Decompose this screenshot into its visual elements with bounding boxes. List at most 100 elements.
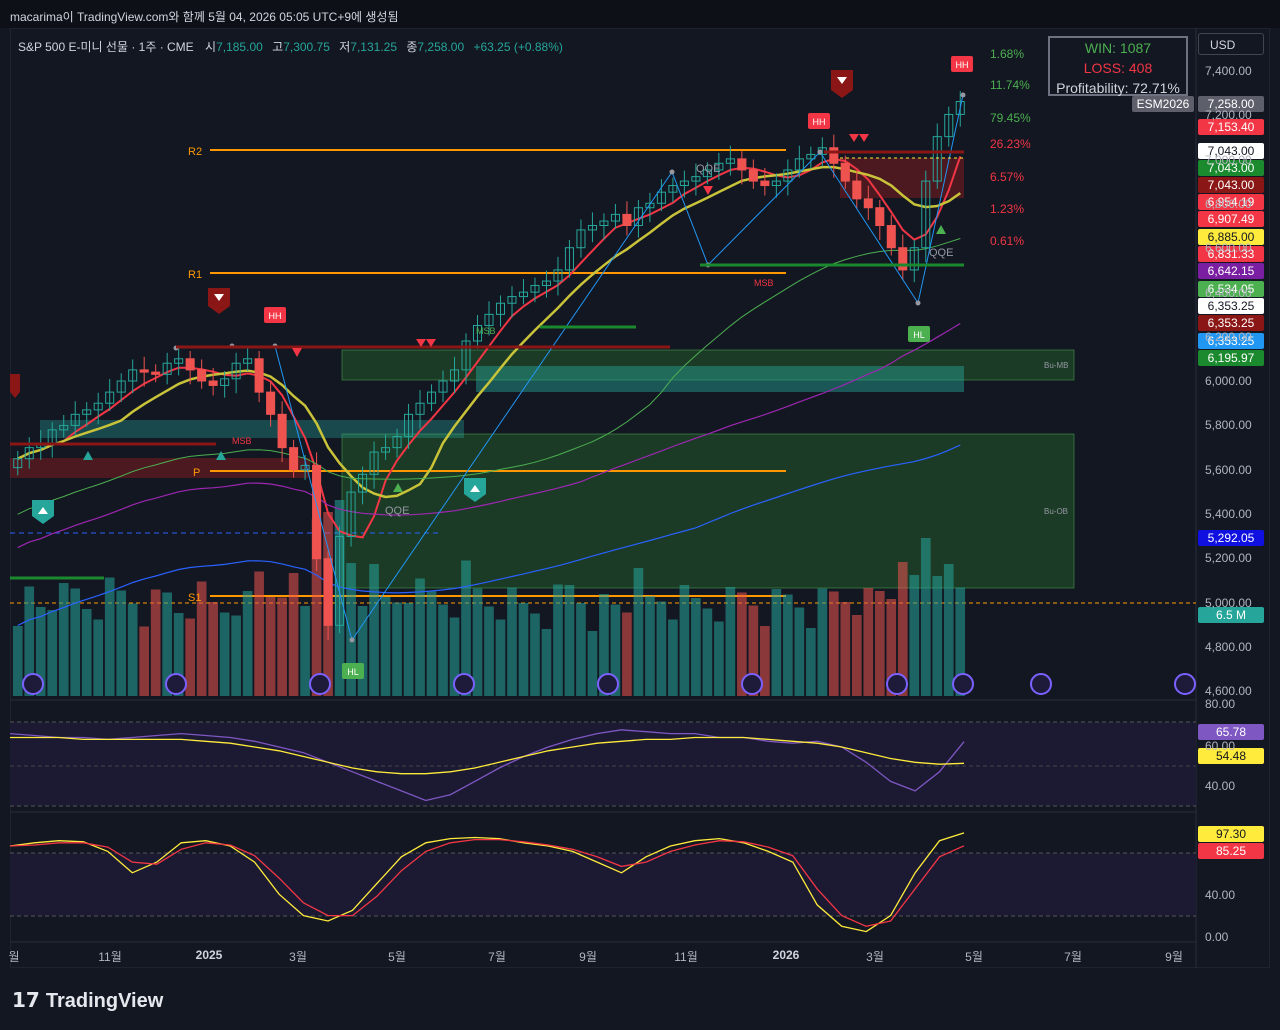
price-label: ESM2026	[1132, 96, 1194, 112]
candle-body	[564, 247, 574, 271]
volume-bar	[484, 606, 494, 696]
profitability: Profitability: 72.71%	[1056, 80, 1180, 96]
candle-body	[898, 247, 908, 271]
volume-bar	[691, 598, 701, 696]
candle-body	[840, 162, 850, 182]
price-label: 6.5 M	[1198, 607, 1264, 623]
buy-signal-icon	[32, 500, 54, 524]
percent-label: 6.57%	[990, 170, 1025, 184]
candle-body	[208, 380, 218, 386]
candle-body	[668, 185, 678, 193]
candle-body	[151, 371, 161, 375]
stoch-band	[10, 853, 1196, 916]
event-icon	[453, 673, 475, 695]
volume-bar	[530, 613, 540, 696]
event-icon	[886, 673, 908, 695]
sell-signal-icon	[831, 70, 853, 98]
volume-bar	[70, 588, 81, 696]
volume-bar	[58, 583, 69, 696]
chart-frame[interactable]	[10, 28, 1270, 968]
candle-body	[679, 180, 689, 187]
volume-bar	[346, 563, 356, 696]
currency-button[interactable]: USD	[1198, 33, 1264, 55]
rsi-tick-label: 80.00	[1205, 697, 1236, 711]
candle-body	[185, 358, 195, 371]
time-tick-label: 3월	[289, 950, 307, 964]
teal-zone-left	[40, 420, 464, 438]
volume-bar	[254, 571, 264, 696]
event-icons[interactable]	[22, 673, 1196, 695]
change-value: +63.25 (+0.88%)	[473, 40, 563, 54]
candle-body	[461, 340, 471, 371]
hl-marker: HL	[908, 326, 930, 342]
candle-body	[622, 213, 632, 226]
stoch-tick-label: 0.00	[1205, 930, 1229, 944]
percent-label: 1.23%	[990, 202, 1025, 216]
volume-bar	[472, 588, 483, 696]
bu-ob-label: Bu-OB	[1044, 507, 1068, 516]
candle-body	[886, 225, 896, 249]
price-label: 6,954.19	[1198, 194, 1264, 210]
buy-triangle-icon	[216, 451, 226, 460]
volume-bar	[380, 597, 391, 696]
symbol-name[interactable]: S&P 500 E-미니 선물 · 1주 · CME	[18, 40, 194, 54]
price-tick-label: 5,600.00	[1205, 462, 1252, 477]
svg-text:HL: HL	[347, 667, 359, 677]
bu-mb-label: Bu-MB	[1044, 361, 1068, 370]
volume-bar	[679, 585, 690, 696]
candle-body	[289, 447, 299, 471]
buy-triangle-icon	[936, 225, 946, 234]
candle-body	[404, 413, 414, 438]
msb-label: MSB	[232, 436, 252, 446]
candle-body	[266, 391, 276, 415]
ma-slow-line	[17, 238, 961, 515]
candle-body	[277, 413, 287, 449]
time-tick-label: 11월	[674, 950, 698, 964]
volume-bar	[806, 628, 816, 696]
open-value: 7,185.00	[216, 40, 263, 54]
event-icon	[741, 673, 763, 695]
red-zone-left	[10, 458, 310, 478]
candle-body	[748, 169, 758, 182]
price-label: 85.25	[1198, 843, 1264, 859]
hh-marker: HH	[264, 307, 286, 323]
volume-bar	[553, 584, 563, 696]
volume-bar	[185, 618, 195, 696]
buy-triangle-icon	[393, 483, 403, 492]
win-loss-stats-box: WIN: 1087 LOSS: 408 Profitability: 72.71…	[1048, 36, 1188, 96]
candlestick-series	[13, 91, 965, 640]
percent-label: 0.61%	[990, 234, 1025, 248]
candle-body	[139, 369, 149, 373]
price-label: 7,043.00	[1198, 160, 1264, 176]
symbol-legend[interactable]: S&P 500 E-미니 선물 · 1주 · CME 시7,185.00 고7,…	[18, 38, 563, 55]
volume-bar	[863, 588, 874, 696]
rsi-tick-label: 40.00	[1205, 779, 1236, 793]
percent-label: 1.68%	[990, 47, 1025, 61]
candle-body	[714, 162, 724, 171]
price-label: 6,353.25	[1198, 298, 1264, 314]
price-label: 6,353.25	[1198, 315, 1264, 331]
price-label: 6,195.97	[1198, 350, 1264, 366]
volume-bar	[920, 538, 931, 696]
candle-body	[484, 313, 494, 326]
candle-body	[243, 358, 253, 364]
price-label: 6,353.25	[1198, 333, 1264, 349]
volume-bar	[35, 607, 46, 696]
teal-zone	[476, 366, 964, 392]
candle-body	[587, 225, 597, 231]
pivot-s1-label: S1	[188, 592, 201, 604]
volume-bar	[311, 519, 322, 696]
price-tick-label: 4,600.00	[1205, 684, 1252, 699]
candle-body	[944, 113, 954, 138]
volume-bar	[196, 581, 207, 696]
close-label: 종	[406, 40, 418, 54]
candle-body	[82, 409, 92, 415]
hh-marker: HH	[808, 113, 830, 129]
indicator-line	[9, 832, 965, 933]
candle-body	[346, 491, 356, 538]
candle-body	[231, 362, 241, 380]
volume-bar	[932, 576, 943, 696]
svg-text:HH: HH	[956, 60, 969, 70]
event-icon	[1174, 673, 1196, 695]
